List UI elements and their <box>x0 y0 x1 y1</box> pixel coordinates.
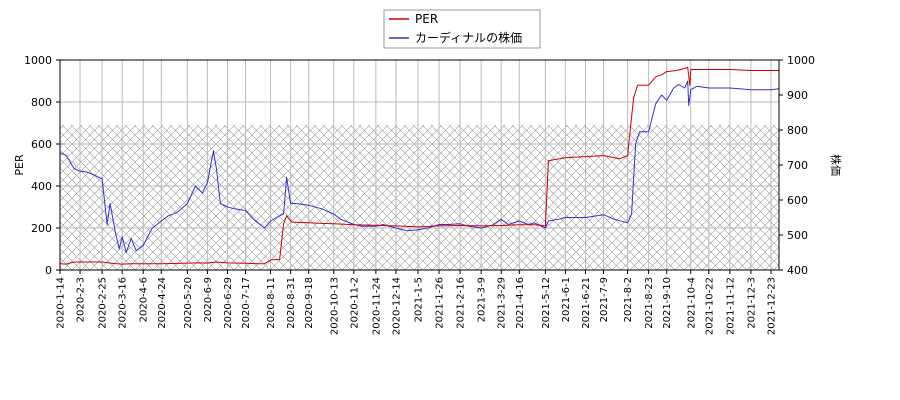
x-tick-label: 2021-8-2 <box>623 277 634 322</box>
x-tick-label: 2020-8-31 <box>286 277 297 329</box>
x-tick-label: 2021-7-9 <box>599 277 610 322</box>
x-tick-label: 2021-9-10 <box>662 277 673 329</box>
y-tick-label-left: 0 <box>45 264 52 277</box>
legend-label-per: PER <box>415 12 438 26</box>
x-tick-label: 2020-1-14 <box>56 277 67 329</box>
y-tick-label-right: 800 <box>787 124 808 137</box>
x-tick-label: 2021-12-3 <box>746 277 757 329</box>
x-tick-label: 2020-5-20 <box>183 277 194 329</box>
y-tick-label-left: 600 <box>31 138 52 151</box>
x-tick-label: 2020-2-25 <box>98 277 109 329</box>
x-tick-label: 2020-4-24 <box>157 277 168 329</box>
x-tick-label: 2021-3-9 <box>477 277 488 322</box>
x-tick-label: 2020-6-29 <box>223 277 234 329</box>
series-line-per <box>60 66 779 265</box>
x-tick-label: 2021-12-23 <box>766 277 777 335</box>
hatched-band <box>60 125 779 270</box>
x-tick-label: 2020-3-16 <box>118 277 129 329</box>
x-axis: 2020-1-14 2020-2-3 2020-2-25 2020-3-16 2020-… <box>56 270 777 335</box>
x-tick-label: 2021-11-12 <box>725 277 736 335</box>
y-tick-label-left: 1000 <box>24 54 52 67</box>
x-tick-label: 2020-4-6 <box>139 277 150 322</box>
y-tick-label-right: 1000 <box>787 54 815 67</box>
y-tick-label-left: 200 <box>31 222 52 235</box>
y-tick-label-left: 400 <box>31 180 52 193</box>
x-tick-label: 2020-12-14 <box>391 277 402 335</box>
y-tick-label-right: 900 <box>787 89 808 102</box>
y-axis-right-label: 株価 <box>829 154 843 176</box>
x-tick-label: 2020-10-13 <box>329 277 340 335</box>
y-tick-label-right: 500 <box>787 229 808 242</box>
series-line-price <box>60 80 779 253</box>
x-tick-label: 2021-1-26 <box>435 277 446 329</box>
legend: PER カーディナルの株価 <box>383 9 541 49</box>
x-tick-label: 2021-2-16 <box>456 277 467 329</box>
x-tick-label: 2020-8-11 <box>266 277 277 329</box>
y-axis-left: 0 200 400 600 800 1000 <box>24 54 60 277</box>
x-tick-label: 2021-1-5 <box>413 277 424 322</box>
x-tick-label: 2020-7-17 <box>241 277 252 329</box>
x-tick-label: 2020-6-9 <box>203 277 214 322</box>
plot-area <box>59 59 780 271</box>
x-tick-label: 2021-6-1 <box>561 277 572 322</box>
x-tick-label: 2020-11-2 <box>349 277 360 329</box>
y-axis-right: 400 500 600 700 800 900 1000 <box>779 54 815 277</box>
x-tick-label: 2021-4-16 <box>515 277 526 329</box>
x-tick-label: 2021-10-22 <box>704 277 715 335</box>
series-group <box>60 66 779 265</box>
x-tick-label: 2020-9-18 <box>304 277 315 329</box>
y-tick-label-right: 400 <box>787 264 808 277</box>
x-tick-label: 2020-11-24 <box>371 277 382 335</box>
y-axis-left-label: PER <box>13 154 26 176</box>
legend-label-price: カーディナルの株価 <box>415 30 522 45</box>
y-tick-label-right: 700 <box>787 159 808 172</box>
legend-box <box>383 9 541 49</box>
x-tick-label: 2021-3-29 <box>497 277 508 329</box>
x-tick-label: 2021-8-23 <box>644 277 655 329</box>
x-tick-label: 2021-6-21 <box>581 277 592 329</box>
y-tick-label-left: 800 <box>31 96 52 109</box>
x-tick-label: 2021-10-4 <box>686 277 697 329</box>
x-tick-label: 2021-5-12 <box>541 277 552 329</box>
y-tick-label-right: 600 <box>787 194 808 207</box>
x-tick-label: 2020-2-3 <box>76 277 87 322</box>
